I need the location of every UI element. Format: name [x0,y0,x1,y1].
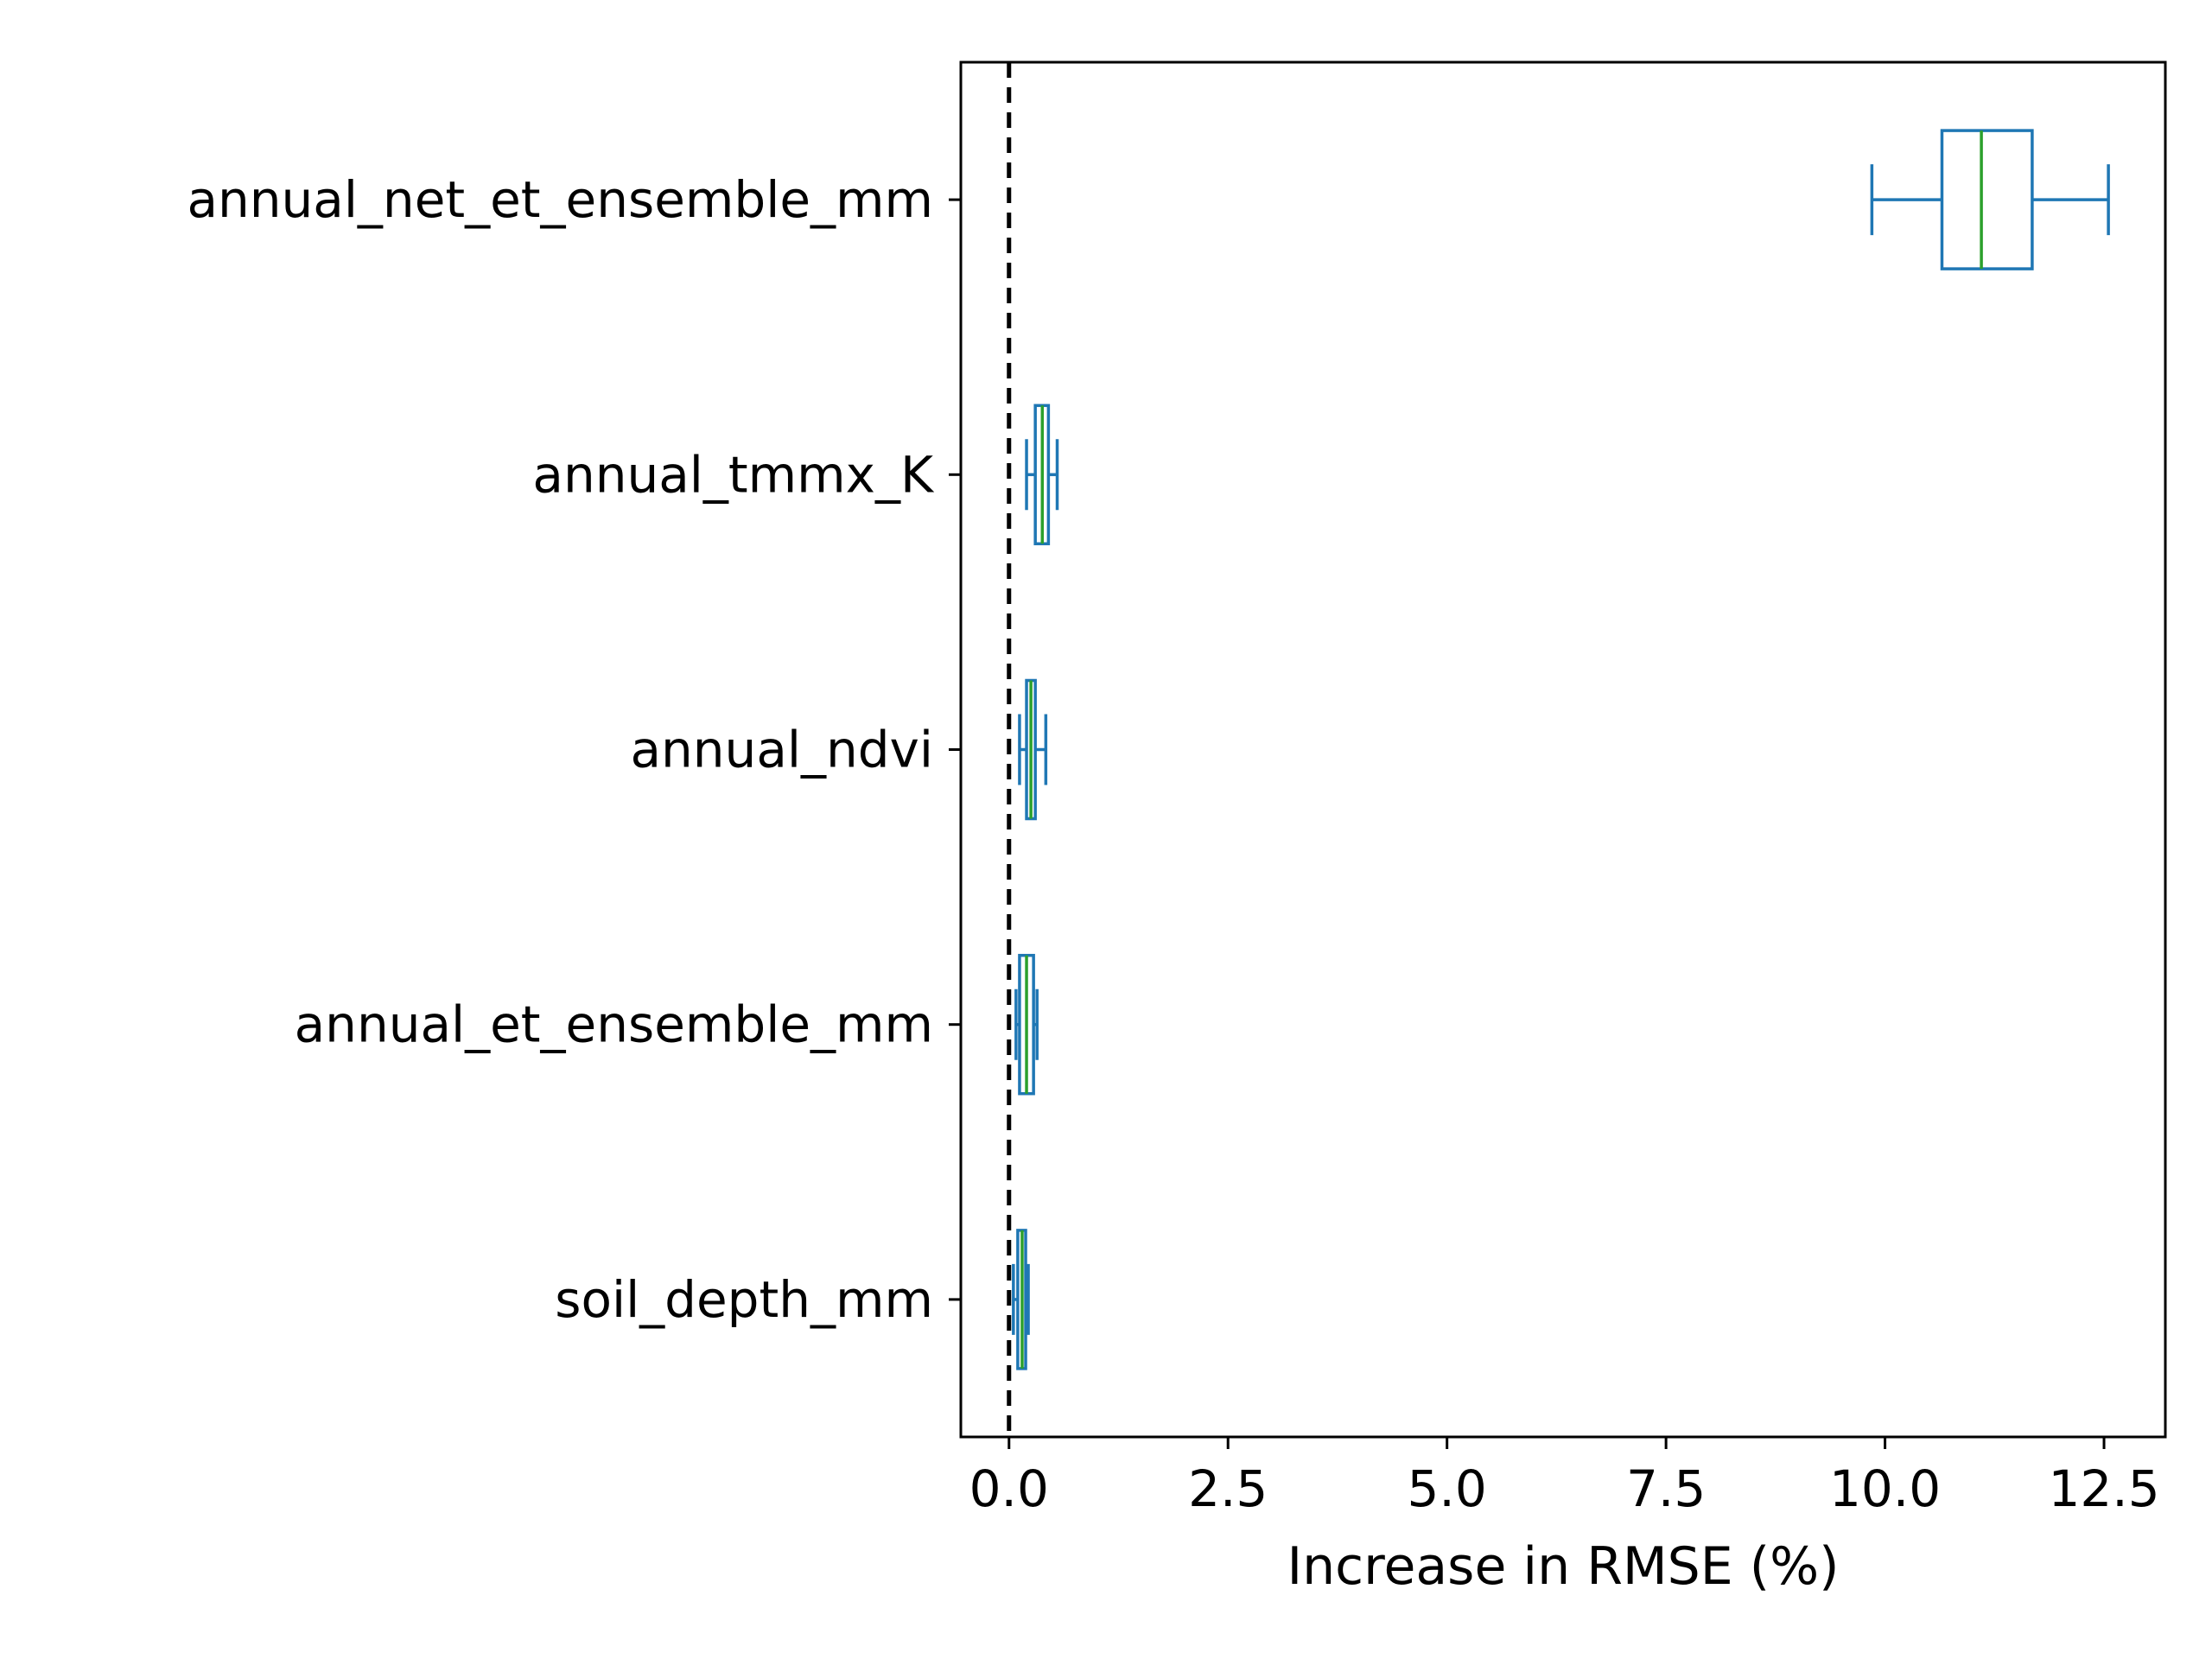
box-soil_depth_mm [1012,1229,1030,1370]
box-annual_net_et_ensemble_mm [1870,129,2110,270]
x-tick-label: 10.0 [1829,1459,1941,1518]
plot-marks [1007,62,2110,1437]
box-annual_tmmx_K [1025,404,1059,546]
plot-frame [959,60,2167,1439]
y-tick-label: soil_depth_mm [555,1270,933,1329]
x-tick-label: 0.0 [969,1459,1049,1518]
x-tick-label: 12.5 [2048,1459,2159,1518]
x-axis-label: Increase in RMSE (%) [1287,1536,1839,1597]
y-tick-label: annual_tmmx_K [532,445,935,504]
x-tick-label: 5.0 [1408,1459,1487,1518]
y-tick-label: annual_ndvi [631,721,934,779]
x-tick-label: 7.5 [1626,1459,1706,1518]
x-tick-label: 2.5 [1188,1459,1268,1518]
x-axis: 0.0 2.5 5.0 7.5 10.0 12.5 [969,1437,2160,1518]
y-tick-label: annual_et_ensemble_mm [295,995,933,1054]
y-axis: annual_net_et_ensemble_mm annual_tmmx_Kan… [187,170,961,1329]
y-tick-label: annual_net_et_ensemble_mm [187,170,933,229]
iqr-box [1940,129,2034,270]
box-annual_et_ensemble_mm [1014,953,1039,1096]
box-annual_ndvi [1018,678,1048,821]
